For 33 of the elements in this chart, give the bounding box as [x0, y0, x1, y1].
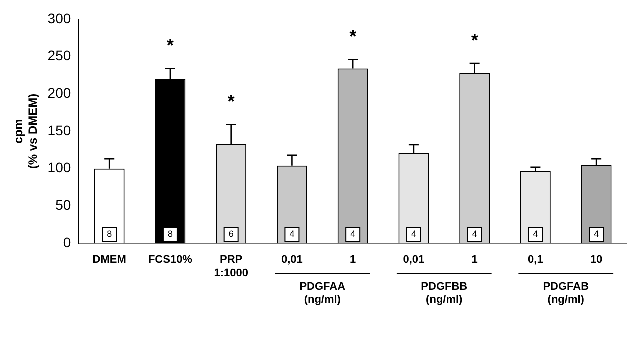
- annotation: 4: [411, 229, 416, 240]
- annotation: 4: [350, 229, 356, 240]
- x-tick-label: PRP 1:1000: [214, 254, 248, 280]
- annotation: 8: [168, 229, 173, 240]
- y-tick-label: 250: [48, 48, 72, 64]
- annotation: 4: [290, 229, 295, 240]
- y-tick-label: 300: [48, 10, 72, 26]
- x-tick-label: FCS10%: [148, 254, 193, 266]
- y-tick-label: 100: [48, 160, 72, 176]
- data-label: *: [471, 30, 478, 50]
- data-label: *: [166, 36, 174, 56]
- y-axis-title: cpm (% vs DMEM): [12, 94, 40, 170]
- annotation: 4: [594, 229, 600, 240]
- x-tick-label: 0,01: [403, 254, 425, 266]
- annotation: 6: [228, 229, 234, 240]
- data-label: *: [228, 92, 235, 112]
- text: PDGFAB (ng/ml): [543, 281, 590, 306]
- data-label: *: [350, 26, 357, 47]
- text: PDGFBB (ng/ml): [421, 281, 468, 306]
- x-tick-label: 10: [590, 254, 603, 266]
- annotation: 4: [472, 229, 478, 240]
- annotation: 4: [533, 229, 538, 240]
- x-tick-label: 1: [350, 254, 356, 266]
- y-tick-label: 150: [48, 122, 72, 138]
- y-tick-label: 0: [63, 234, 72, 250]
- y-tick-label: 50: [56, 197, 72, 214]
- x-tick-label: 1: [472, 254, 478, 266]
- annotation: 8: [107, 229, 112, 240]
- x-tick-label: 0,01: [281, 254, 303, 266]
- y-tick-label: 200: [48, 84, 72, 101]
- text: PDGFAA (ng/ml): [300, 281, 346, 306]
- x-tick-label: 0,1: [528, 254, 544, 266]
- x-tick-label: DMEM: [92, 254, 126, 266]
